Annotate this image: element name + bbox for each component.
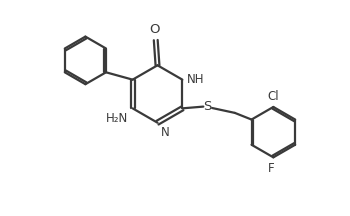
Text: N: N <box>161 125 170 138</box>
Text: O: O <box>149 23 159 36</box>
Text: F: F <box>268 162 275 175</box>
Text: Cl: Cl <box>267 90 279 103</box>
Text: H₂N: H₂N <box>105 112 128 125</box>
Text: NH: NH <box>187 73 204 86</box>
Text: S: S <box>203 100 212 113</box>
